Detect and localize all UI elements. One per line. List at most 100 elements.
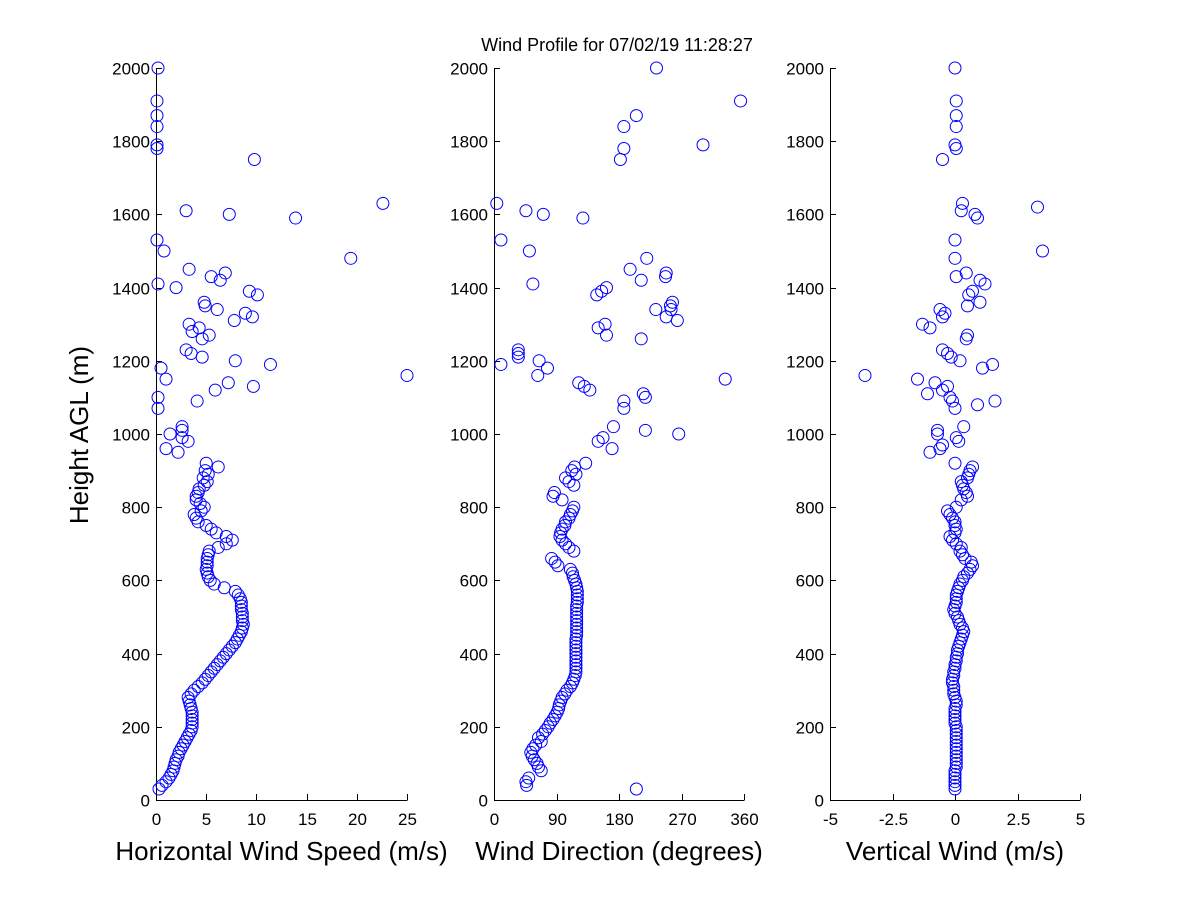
horizontal-wind-speed-data-point	[231, 588, 245, 602]
horizontal-wind-speed-data-point	[263, 357, 277, 371]
horizontal-wind-speed-data-point	[162, 771, 176, 785]
vertical-wind-x-tick-label: 2.5	[1007, 810, 1031, 829]
wind-direction-data-point	[531, 731, 545, 745]
wind-direction-data-point	[590, 288, 604, 302]
vertical-wind-data-point	[946, 676, 959, 690]
horizontal-wind-speed-data-point	[159, 442, 173, 456]
vertical-wind-data-point	[948, 233, 962, 247]
vertical-wind-data-point	[949, 109, 963, 123]
vertical-wind-data-point	[959, 332, 973, 346]
wind-direction-y-tick-label: 1200	[450, 353, 488, 372]
vertical-wind-data-point	[948, 661, 962, 675]
wind-direction-data-point	[519, 775, 533, 789]
vertical-wind-data-point	[949, 749, 963, 763]
horizontal-wind-speed-x-tick-label: 10	[247, 810, 266, 829]
wind-direction-data-point	[530, 756, 544, 770]
wind-direction-data-point	[532, 354, 546, 368]
horizontal-wind-speed-data-point	[154, 361, 168, 375]
vertical-wind-data-point	[946, 394, 959, 408]
wind-direction-data-point	[519, 204, 533, 218]
vertical-wind-data-point	[948, 401, 962, 415]
horizontal-wind-speed-data-point	[182, 262, 196, 276]
horizontal-wind-speed-data-point	[185, 709, 199, 723]
vertical-wind-data-point	[953, 354, 967, 368]
horizontal-wind-speed-data-point	[179, 343, 193, 357]
vertical-wind-data-point	[956, 628, 969, 642]
horizontal-wind-speed-x-tick-label: 0	[152, 810, 161, 829]
horizontal-wind-speed-data-point	[213, 273, 227, 287]
horizontal-wind-speed-data-point	[184, 687, 198, 701]
wind-direction-data-point	[569, 654, 583, 668]
horizontal-wind-speed-data-point	[159, 775, 173, 789]
wind-direction-data-point	[569, 639, 583, 653]
horizontal-wind-speed-data-point	[200, 475, 214, 489]
horizontal-wind-speed-data-point	[175, 423, 189, 437]
vertical-wind-data-point	[936, 153, 949, 166]
wind-direction-x-tick-label: 270	[668, 810, 696, 829]
wind-direction-data-point	[543, 716, 557, 730]
wind-direction-y-tick-label: 600	[460, 572, 488, 591]
vertical-wind-data-point	[952, 614, 966, 628]
wind-direction-y-tick-label: 0	[479, 792, 488, 811]
wind-direction-data-point	[650, 61, 663, 75]
wind-direction-data-point	[545, 551, 559, 565]
horizontal-wind-speed-data-point	[400, 368, 414, 382]
vertical-wind-points	[858, 61, 1049, 796]
wind-direction-data-point	[569, 665, 583, 679]
wind-direction-x-tick-label: 360	[730, 810, 758, 829]
horizontal-wind-speed-data-point	[171, 445, 185, 459]
horizontal-wind-speed-data-point	[221, 376, 235, 390]
vertical-wind-data-point	[948, 767, 962, 781]
vertical-wind-data-point	[933, 442, 947, 456]
vertical-wind-data-point	[949, 120, 963, 134]
vertical-wind-data-point	[971, 398, 984, 412]
horizontal-wind-speed-y-tick-label: 1400	[112, 280, 150, 299]
vertical-wind-data-point	[948, 709, 962, 723]
y-axis-label: Height AGL (m)	[64, 346, 94, 524]
horizontal-wind-speed-data-point	[204, 270, 218, 284]
horizontal-wind-speed-data-point	[185, 325, 199, 339]
horizontal-wind-speed-data-point	[178, 734, 192, 748]
vertical-wind-data-point	[947, 687, 961, 701]
vertical-wind-data-point	[931, 427, 944, 441]
wind-direction-data-point	[663, 299, 677, 313]
wind-direction-data-point	[598, 317, 612, 331]
vertical-wind-data-point	[947, 669, 961, 683]
horizontal-wind-speed-data-point	[200, 559, 214, 573]
vertical-wind-x-tick-label: 5	[1076, 810, 1085, 829]
vertical-wind-x-tick-label: -2.5	[879, 810, 908, 829]
horizontal-wind-speed-data-point	[218, 266, 232, 280]
chart-title: Wind Profile for 07/02/19 11:28:27	[481, 35, 753, 55]
horizontal-wind-speed-y-tick-label: 1800	[112, 133, 150, 152]
wind-direction-data-point	[570, 614, 584, 628]
horizontal-wind-speed-data-point	[152, 782, 166, 796]
wind-direction-data-point	[672, 427, 686, 441]
horizontal-wind-speed-data-point	[222, 207, 236, 221]
horizontal-wind-speed-data-point	[187, 508, 201, 522]
horizontal-wind-speed-data-point	[151, 61, 165, 75]
vertical-wind-data-point	[923, 445, 937, 459]
horizontal-wind-speed-data-point	[247, 153, 261, 166]
wind-direction-data-point	[596, 431, 610, 445]
vertical-wind-data-point	[957, 625, 971, 639]
wind-direction-data-point	[511, 343, 525, 357]
wind-direction-data-point	[541, 720, 555, 734]
vertical-wind-x-axis-label: Vertical Wind (m/s)	[846, 836, 1064, 866]
vertical-wind-data-point	[936, 438, 949, 452]
horizontal-wind-speed-data-point	[185, 720, 199, 734]
wind-direction-data-point	[511, 346, 525, 360]
vertical-wind-data-point	[948, 705, 962, 719]
wind-direction-data-point	[634, 332, 648, 346]
horizontal-wind-speed-y-tick-label: 1000	[112, 426, 150, 445]
horizontal-wind-speed-data-point	[207, 577, 221, 591]
vertical-wind-y-tick-label: 200	[796, 719, 824, 738]
horizontal-wind-speed-data-point	[216, 650, 230, 664]
horizontal-wind-speed-data-point	[150, 109, 164, 123]
horizontal-wind-speed-data-point	[197, 295, 211, 309]
horizontal-wind-speed-data-point	[197, 500, 211, 514]
wind-direction-data-point	[570, 606, 584, 620]
vertical-wind-data-point	[948, 251, 962, 265]
wind-direction-data-point	[540, 361, 554, 375]
horizontal-wind-speed-data-point	[169, 281, 183, 295]
vertical-wind-data-point	[976, 361, 989, 375]
